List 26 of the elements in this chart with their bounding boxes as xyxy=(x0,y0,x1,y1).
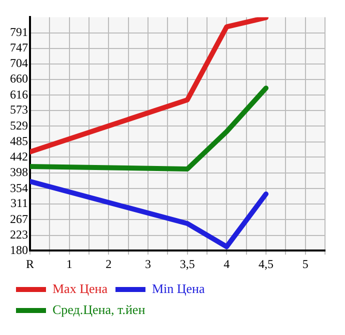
y-tick-label: 311 xyxy=(10,196,28,210)
y-tick-label: 398 xyxy=(10,165,28,180)
x-tick-label: 4,5 xyxy=(258,256,274,271)
x-tick-label: 4 xyxy=(224,256,230,271)
y-tick-label: 791 xyxy=(10,25,28,40)
y-tick-label: 223 xyxy=(10,227,28,242)
legend-label: Max Цена xyxy=(52,280,108,296)
x-tick-label: 2 xyxy=(106,256,112,271)
y-tick-label: 354 xyxy=(10,180,28,195)
y-tick-label: 442 xyxy=(10,149,28,164)
legend-label: Сред.Цена, т.йен xyxy=(52,302,146,317)
y-tick-label: 747 xyxy=(10,40,28,55)
y-tick-label: 180 xyxy=(10,242,28,257)
y-tick-label: 529 xyxy=(10,118,28,132)
y-tick-label: 267 xyxy=(10,212,28,226)
y-tick-label: 704 xyxy=(10,56,28,70)
x-tick-label: 3,5 xyxy=(180,256,195,271)
x-tick-label: 5 xyxy=(302,256,308,271)
x-tick-label: R xyxy=(26,256,34,271)
x-tick-label: 1 xyxy=(66,256,72,271)
y-tick-label: 660 xyxy=(10,72,28,86)
y-tick-label: 616 xyxy=(10,87,28,102)
legend-label: Min Цена xyxy=(152,280,205,296)
x-tick-label: 3 xyxy=(145,256,151,271)
y-tick-label: 573 xyxy=(10,102,28,117)
y-tick-label: 485 xyxy=(10,134,28,148)
